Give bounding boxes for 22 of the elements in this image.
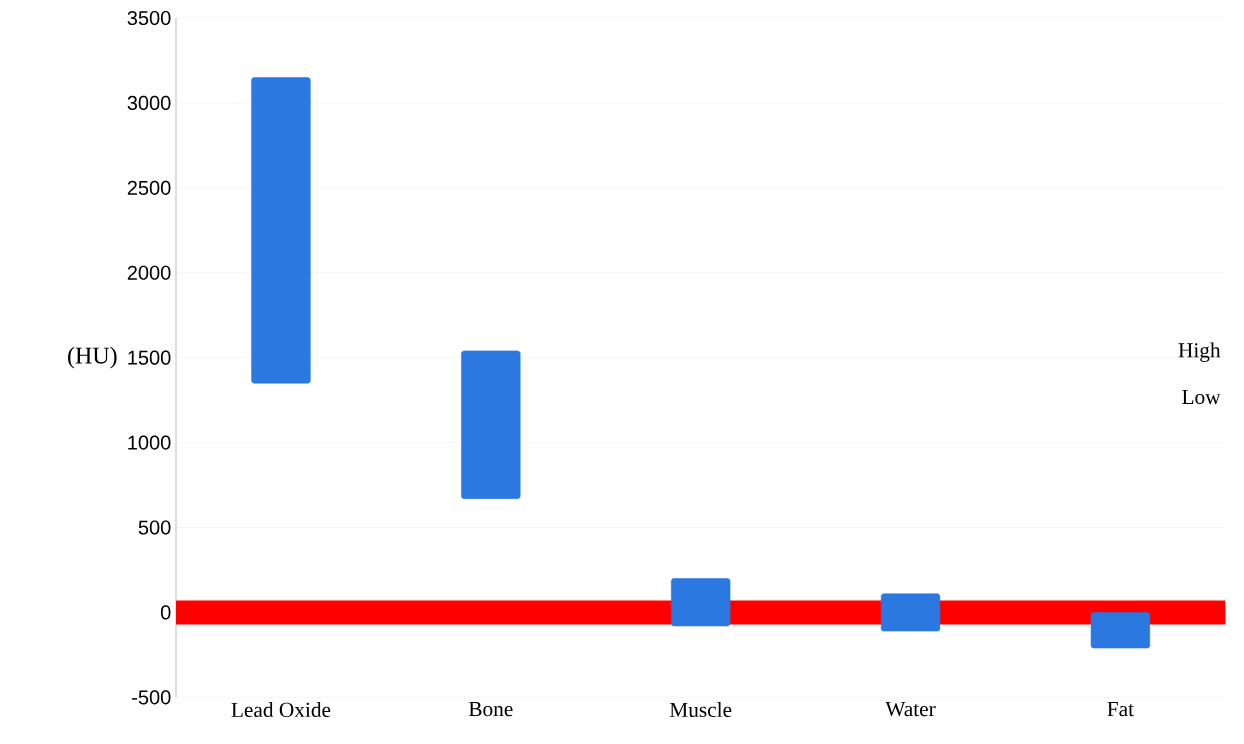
annotation: High [1178,342,1221,362]
x-tick-label: Lead Oxide [231,702,331,718]
y-tick-label: 3000 [127,95,171,110]
y-tick-label: 2500 [127,180,171,195]
y-tick-label: 1000 [128,435,171,450]
y-tick-label: 1500 [128,350,171,365]
bar [671,578,731,627]
x-tick-label: Muscle [669,702,732,718]
x-tick-label: Fat [1107,702,1134,717]
y-tick-label: 2000 [127,265,171,280]
bar [251,77,311,384]
y-axis-title: (HU) [68,346,117,369]
annotation: Low [1182,389,1221,405]
y-tick-label: 0 [160,605,171,620]
y-tick-label: -500 [132,690,171,705]
y-tick-label: 3500 [127,10,171,26]
x-tick-label: Bone [468,702,513,717]
x-tick-label: Water [885,702,936,717]
y-tick-label: 500 [138,520,171,535]
bar [461,350,521,499]
bar [880,593,941,632]
bar [1090,612,1151,649]
